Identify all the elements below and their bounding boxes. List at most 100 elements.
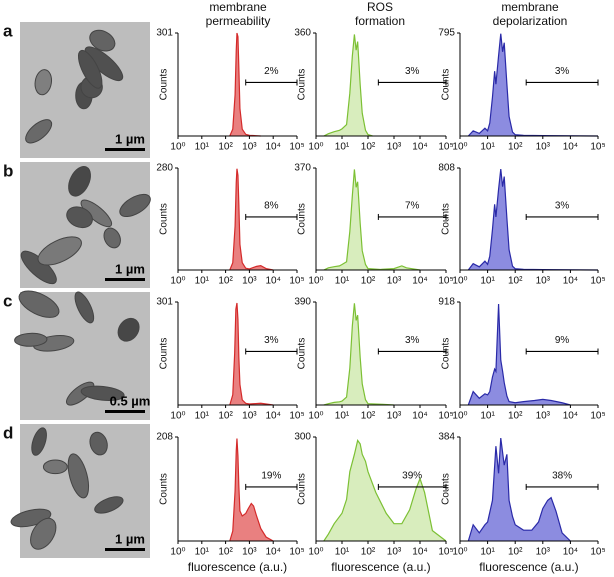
x-tick-label: 10⁵ bbox=[590, 547, 605, 558]
cell bbox=[34, 69, 53, 96]
x-tick-label: 10⁰ bbox=[170, 276, 185, 287]
x-tick-label: 10² bbox=[218, 276, 233, 287]
y-tick-label: 795 bbox=[438, 28, 455, 39]
cell bbox=[31, 427, 47, 456]
x-tick-label: 10³ bbox=[536, 547, 551, 558]
column-title: depolarization bbox=[493, 14, 568, 28]
x-tick-label: 10⁴ bbox=[265, 411, 280, 422]
histogram-line bbox=[323, 303, 395, 406]
x-tick-label: 10³ bbox=[242, 547, 257, 558]
x-tick-label: 10³ bbox=[536, 276, 551, 287]
x-tick-label: 10¹ bbox=[335, 276, 350, 287]
cell bbox=[103, 227, 121, 249]
gate-label: 19% bbox=[261, 471, 281, 482]
cell bbox=[37, 236, 82, 266]
row-label: a bbox=[3, 21, 13, 40]
x-tick-label: 10¹ bbox=[195, 411, 210, 422]
y-tick-label: 390 bbox=[294, 297, 311, 308]
y-tick-label: 370 bbox=[294, 163, 311, 174]
gate-label: 7% bbox=[405, 201, 420, 212]
gate-label: 3% bbox=[405, 66, 420, 77]
x-tick-label: 10² bbox=[361, 276, 376, 287]
gate-label: 2% bbox=[264, 66, 279, 77]
y-tick-label: 384 bbox=[438, 432, 455, 443]
cell bbox=[68, 166, 91, 197]
micrograph: 1 µm bbox=[10, 424, 150, 558]
gate-label: 9% bbox=[555, 335, 570, 346]
x-tick-label: 10⁴ bbox=[563, 276, 578, 287]
x-tick-label: 10⁰ bbox=[308, 142, 323, 153]
gate-label: 38% bbox=[552, 471, 572, 482]
x-axis-label: fluorescence (a.u.) bbox=[479, 560, 578, 574]
cell bbox=[42, 459, 68, 475]
cell bbox=[94, 496, 124, 514]
histogram-fill bbox=[229, 33, 261, 136]
y-axis-label: Counts bbox=[159, 203, 170, 235]
x-tick-label: 10³ bbox=[387, 142, 402, 153]
y-axis-label: Counts bbox=[297, 473, 308, 505]
x-tick-label: 10⁵ bbox=[590, 276, 605, 287]
y-axis-label: Counts bbox=[297, 69, 308, 101]
x-tick-label: 10¹ bbox=[195, 276, 210, 287]
y-axis-label: Counts bbox=[441, 203, 452, 235]
histogram-fill bbox=[323, 303, 394, 405]
x-tick-label: 10⁴ bbox=[563, 411, 578, 422]
y-axis-label: Counts bbox=[441, 473, 452, 505]
x-tick-label: 10⁰ bbox=[452, 547, 467, 558]
histogram-fill bbox=[468, 169, 598, 270]
gate-label: 3% bbox=[555, 66, 570, 77]
x-tick-label: 10³ bbox=[242, 142, 257, 153]
x-tick-label: 10⁴ bbox=[265, 276, 280, 287]
cell bbox=[66, 206, 93, 229]
x-tick-label: 10¹ bbox=[480, 276, 495, 287]
x-tick-label: 10² bbox=[218, 547, 233, 558]
y-tick-label: 301 bbox=[156, 28, 173, 39]
y-axis-label: Counts bbox=[441, 69, 452, 101]
histogram-fill bbox=[323, 169, 420, 270]
y-tick-label: 300 bbox=[294, 432, 311, 443]
x-tick-label: 10⁵ bbox=[590, 411, 605, 422]
y-axis-label: Counts bbox=[159, 338, 170, 370]
micrograph: 1 µm bbox=[20, 22, 150, 158]
x-tick-label: 10⁰ bbox=[170, 547, 185, 558]
histogram-fill bbox=[468, 304, 571, 405]
x-tick-label: 10¹ bbox=[335, 547, 350, 558]
scale-bar bbox=[105, 278, 145, 281]
x-tick-label: 10⁵ bbox=[590, 142, 605, 153]
column-title: formation bbox=[355, 14, 405, 28]
cell bbox=[25, 119, 53, 144]
y-tick-label: 208 bbox=[156, 432, 173, 443]
x-tick-label: 10⁰ bbox=[452, 276, 467, 287]
x-tick-label: 10¹ bbox=[335, 142, 350, 153]
histogram-line bbox=[467, 168, 599, 271]
y-tick-label: 301 bbox=[156, 297, 173, 308]
histogram-fill bbox=[323, 440, 446, 541]
column-title: ROS bbox=[367, 0, 393, 14]
gate-label: 3% bbox=[405, 335, 420, 346]
x-tick-label: 10¹ bbox=[195, 142, 210, 153]
x-tick-label: 10³ bbox=[242, 411, 257, 422]
x-tick-label: 10⁵ bbox=[289, 547, 304, 558]
histogram-fill bbox=[468, 438, 571, 541]
x-tick-label: 10¹ bbox=[480, 411, 495, 422]
x-tick-label: 10³ bbox=[242, 276, 257, 287]
x-tick-label: 10⁰ bbox=[452, 142, 467, 153]
histogram-line bbox=[323, 169, 421, 271]
x-tick-label: 10³ bbox=[536, 411, 551, 422]
x-tick-label: 10² bbox=[508, 411, 523, 422]
histogram-line bbox=[323, 34, 373, 137]
column-title: permeability bbox=[206, 14, 271, 28]
x-tick-label: 10⁴ bbox=[563, 547, 578, 558]
x-tick-label: 10² bbox=[361, 142, 376, 153]
row-label: b bbox=[3, 161, 13, 180]
x-axis-label: fluorescence (a.u.) bbox=[331, 560, 430, 574]
x-tick-label: 10⁴ bbox=[265, 547, 280, 558]
histogram-line bbox=[229, 302, 274, 406]
x-tick-label: 10² bbox=[361, 411, 376, 422]
histogram-fill bbox=[229, 303, 274, 405]
histogram-line bbox=[467, 438, 571, 542]
x-tick-label: 10⁴ bbox=[412, 142, 427, 153]
cell bbox=[80, 385, 125, 401]
x-tick-label: 10² bbox=[508, 276, 523, 287]
y-tick-label: 918 bbox=[438, 297, 455, 308]
